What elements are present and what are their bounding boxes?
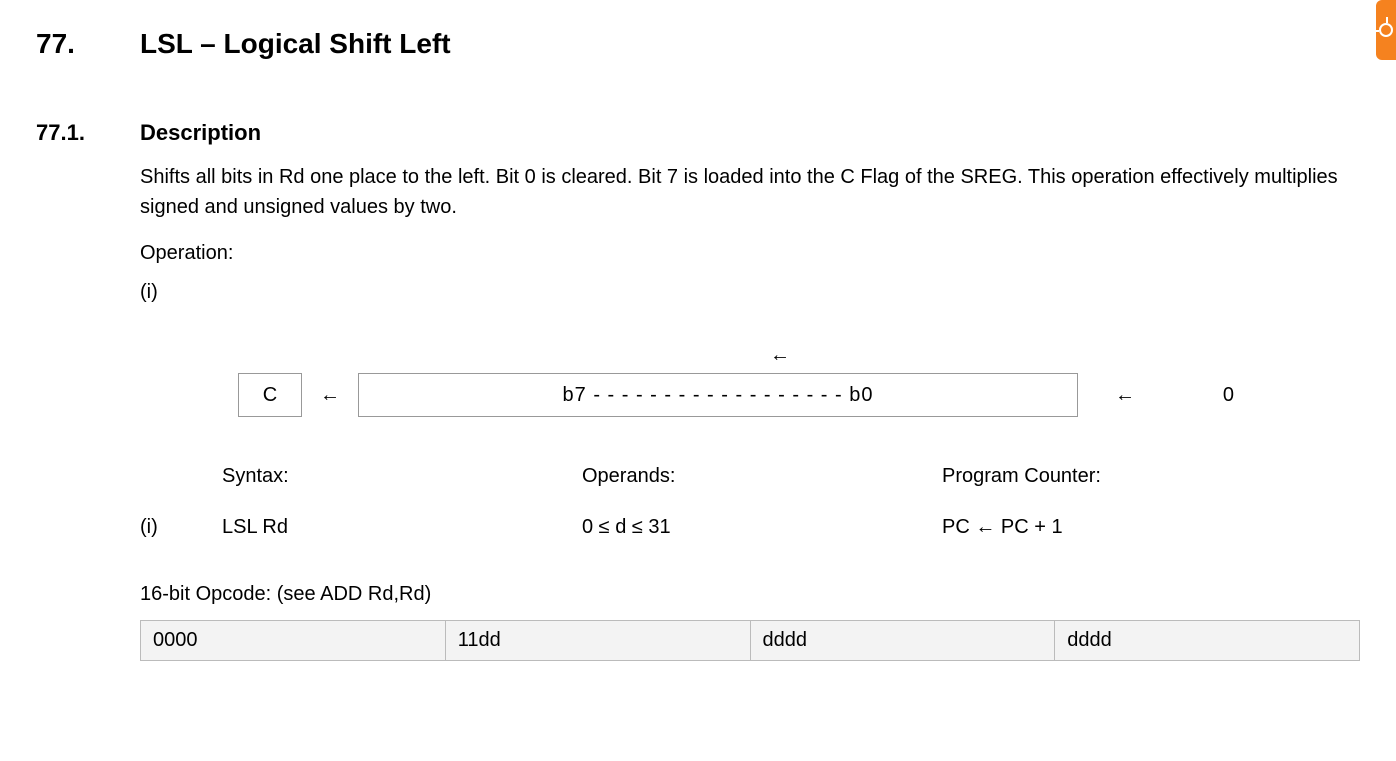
opcode-table: 0000 11dd dddd dddd bbox=[140, 620, 1360, 661]
section-number: 77. bbox=[36, 28, 140, 60]
content-body: Shifts all bits in Rd one place to the l… bbox=[140, 162, 1360, 661]
table-row: 0000 11dd dddd dddd bbox=[141, 621, 1360, 661]
row-index: (i) bbox=[140, 516, 222, 539]
diagram-row: C ← b7 - - - - - - - - - - - - - - - - -… bbox=[238, 373, 1360, 417]
subsection-title: Description bbox=[140, 120, 261, 146]
operation-index: (i) bbox=[140, 281, 1360, 304]
row-operands: 0 ≤ d ≤ 31 bbox=[582, 516, 942, 539]
row-syntax: LSL Rd bbox=[222, 516, 582, 539]
subsection-header: 77.1. Description bbox=[36, 120, 1360, 146]
row-pc: PC ← PC + 1 bbox=[942, 516, 1360, 539]
opcode-cell: dddd bbox=[1055, 621, 1360, 661]
header-syntax: Syntax: bbox=[222, 465, 582, 488]
zero-input: 0 bbox=[1172, 384, 1234, 407]
register-box: b7 - - - - - - - - - - - - - - - - - - b… bbox=[358, 373, 1078, 417]
section-title: LSL – Logical Shift Left bbox=[140, 28, 451, 60]
opcode-label: 16-bit Opcode: (see ADD Rd,Rd) bbox=[140, 583, 1360, 606]
description-text: Shifts all bits in Rd one place to the l… bbox=[140, 162, 1360, 222]
c-flag-box: C bbox=[238, 373, 302, 417]
opcode-cell: 11dd bbox=[445, 621, 750, 661]
arrow-left-2: ← bbox=[1078, 384, 1172, 407]
bulb-icon bbox=[1379, 23, 1393, 37]
section-header: 77. LSL – Logical Shift Left bbox=[36, 28, 1360, 60]
arrow-left-1: ← bbox=[302, 384, 358, 407]
header-pc: Program Counter: bbox=[942, 465, 1360, 488]
shift-diagram: ← C ← b7 - - - - - - - - - - - - - - - -… bbox=[140, 344, 1360, 417]
header-operands: Operands: bbox=[582, 465, 942, 488]
operation-label: Operation: bbox=[140, 242, 1360, 265]
diagram-top-arrow: ← bbox=[420, 344, 1140, 367]
opcode-cell: 0000 bbox=[141, 621, 446, 661]
subsection-number: 77.1. bbox=[36, 120, 140, 146]
sidebar-tab[interactable] bbox=[1376, 0, 1396, 60]
opcode-cell: dddd bbox=[750, 621, 1055, 661]
syntax-table: Syntax: Operands: Program Counter: (i) L… bbox=[140, 465, 1360, 539]
